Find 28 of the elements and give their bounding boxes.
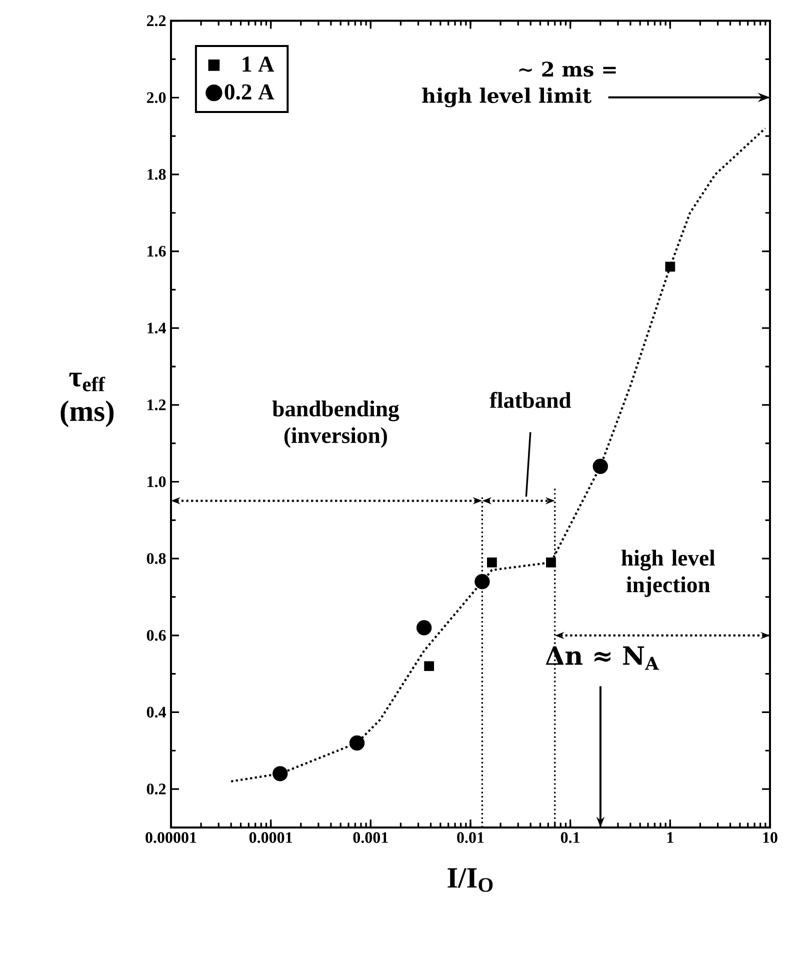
y-tick-label: 0.2 (146, 784, 166, 794)
legend-label: 0.2 A (224, 84, 274, 100)
y-tick-label: 2.2 (146, 15, 166, 26)
annotation: Δn ≈ N$_{A}$ (546, 646, 660, 670)
x-tick-label: 0.001 (353, 832, 388, 844)
annotation: bandbending (inversion) (272, 400, 400, 448)
x-tick-label: 10 (763, 832, 778, 843)
x-tick-label: 0.01 (457, 832, 484, 844)
y-tick-label: 1.2 (148, 400, 166, 410)
x-tick-label: 1 (667, 832, 674, 843)
x-tick-label: 0.00001 (146, 832, 196, 844)
y-tick-label: 0.6 (146, 630, 166, 641)
annotation: high level limit (422, 88, 592, 108)
y-tick-label: 1.8 (148, 169, 166, 180)
legend-label: 1 A (242, 56, 274, 72)
annotation: high level injection (622, 550, 715, 597)
x-tick-label: 0.0001 (249, 832, 292, 844)
y-axis-title: τ$_{eff}$ (ms) (60, 372, 114, 428)
annotation: ∼ 2 ms = (519, 62, 616, 77)
y-tick-label: 1.0 (148, 476, 166, 488)
y-tick-label: 0.8 (146, 553, 166, 564)
annotation: flatband (490, 392, 572, 408)
x-axis-title: I/I$_{O}$ (448, 868, 493, 892)
y-tick-label: 1.6 (148, 246, 166, 257)
x-tick-label: 0.1 (560, 832, 580, 844)
y-tick-label: 2.0 (146, 92, 166, 104)
y-tick-label: 0.4 (146, 706, 166, 718)
y-tick-label: 1.4 (148, 322, 166, 334)
